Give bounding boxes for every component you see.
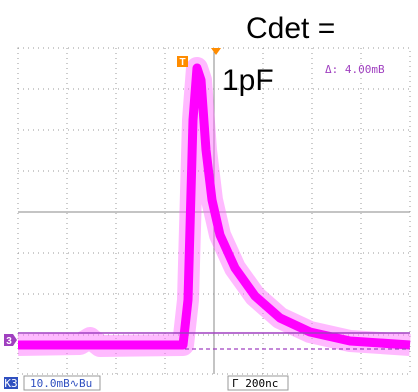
trigger-label: T [179,57,185,68]
status-bar: К3 10.0mВ∿Вu Γ 200nс [4,376,288,390]
channel-marker: 3 [4,334,17,347]
time-per-div: Γ 200nс [232,377,278,390]
volts-per-div: 10.0mВ∿Вu [30,377,92,390]
annotation-line-1: Cdet = [246,12,335,45]
annotation-line-2: 1pF [222,64,274,97]
channel-id: К3 [4,377,17,390]
scope-screen: T 3 Δ: 4.00mВ Cdet = 1pF К3 10.0mВ∿Вu Γ … [0,0,418,392]
delta-readout: Δ: 4.00mВ [325,63,385,76]
channel-label: 3 [6,336,12,347]
